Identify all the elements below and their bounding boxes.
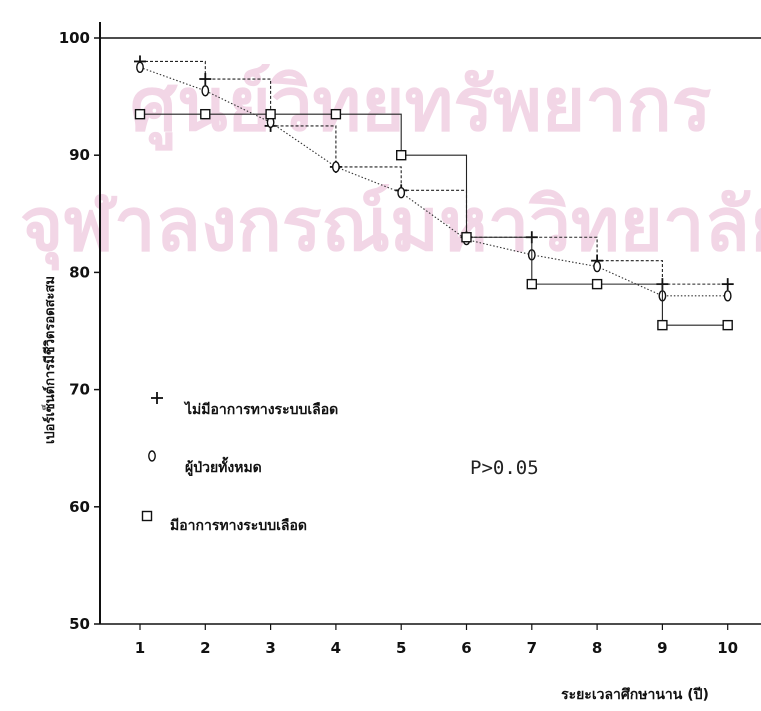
x-tick-label: 10 [717,639,738,657]
x-axis-label: ระยะเวลาศึกษานาน (ปี) [561,686,709,703]
data-point [136,61,144,74]
diamond-marker-icon [148,450,156,462]
legend-marker [151,392,163,404]
data-point [591,278,603,290]
y-axis-label: เปอร์เซ็นต์การมีชีวิตรอดสะสม [40,276,58,444]
data-point [461,232,472,243]
data-point [657,319,668,331]
legend-marker [141,510,153,522]
series-layer [134,55,734,331]
x-tick-label: 2 [200,639,210,657]
watermark-line-2: จุฬาลงกรณ์มหาวิทยาลัย [20,182,761,271]
plus-marker-icon [151,392,163,404]
x-tick-label: 3 [265,639,275,657]
series-line-blood-symptoms [140,113,728,326]
data-point [526,278,537,290]
data-point [201,85,210,97]
data-point [397,187,406,199]
data-point [330,108,342,120]
series-line-all-patients [139,66,728,297]
data-point [199,73,212,86]
x-tick-label: 6 [461,639,471,657]
legend: ไม่มีอาการทางระบบเลือด ผู้ป่วยทั้งหมด มี… [141,392,338,534]
legend-item-no-blood-symptoms: ไม่มีอาการทางระบบเลือด [151,392,338,418]
p-value-annotation: P>0.05 [470,457,539,479]
y-ticks: 50 60 70 80 90 100 [59,29,100,633]
data-point [396,149,407,161]
y-tick-label: 70 [69,381,90,399]
legend-label-blood-symptoms: มีอาการทางระบบเลือด [170,518,307,534]
y-tick-label: 60 [69,498,90,516]
square-marker-icon [141,510,153,522]
data-point [265,108,276,120]
data-point [721,278,734,291]
legend-label-all-patients: ผู้ป่วยทั้งหมด [185,456,262,476]
watermark-line-1: ศูนย์วิทยทรัพยากร [130,62,712,151]
y-tick-label: 50 [69,615,90,633]
y-tick-label: 80 [69,263,90,281]
watermark: ศูนย์วิทยทรัพยากร จุฬาลงกรณ์มหาวิทยาลัย [20,62,761,271]
x-tick-label: 5 [396,639,406,657]
x-tick-label: 8 [592,639,602,657]
data-point [331,161,340,173]
series-blood-symptoms [134,108,733,331]
legend-item-all-patients: ผู้ป่วยทั้งหมด [148,450,262,476]
data-point [593,260,601,273]
data-point [723,290,732,302]
y-tick-label: 90 [69,146,90,164]
x-ticks: 1 2 3 4 5 6 7 8 9 10 [135,624,738,657]
legend-item-blood-symptoms: มีอาการทางระบบเลือด [141,510,307,534]
axes [99,22,761,625]
data-point [200,108,211,120]
y-tick-label: 100 [59,29,90,47]
legend-label-no-blood-symptoms: ไม่มีอาการทางระบบเลือด [183,400,338,418]
data-point [722,319,733,331]
x-tick-label: 9 [657,639,667,657]
legend-marker [148,450,156,462]
x-tick-label: 1 [135,639,145,657]
data-point [134,108,146,120]
x-tick-label: 7 [527,639,537,657]
x-tick-label: 4 [331,639,341,657]
